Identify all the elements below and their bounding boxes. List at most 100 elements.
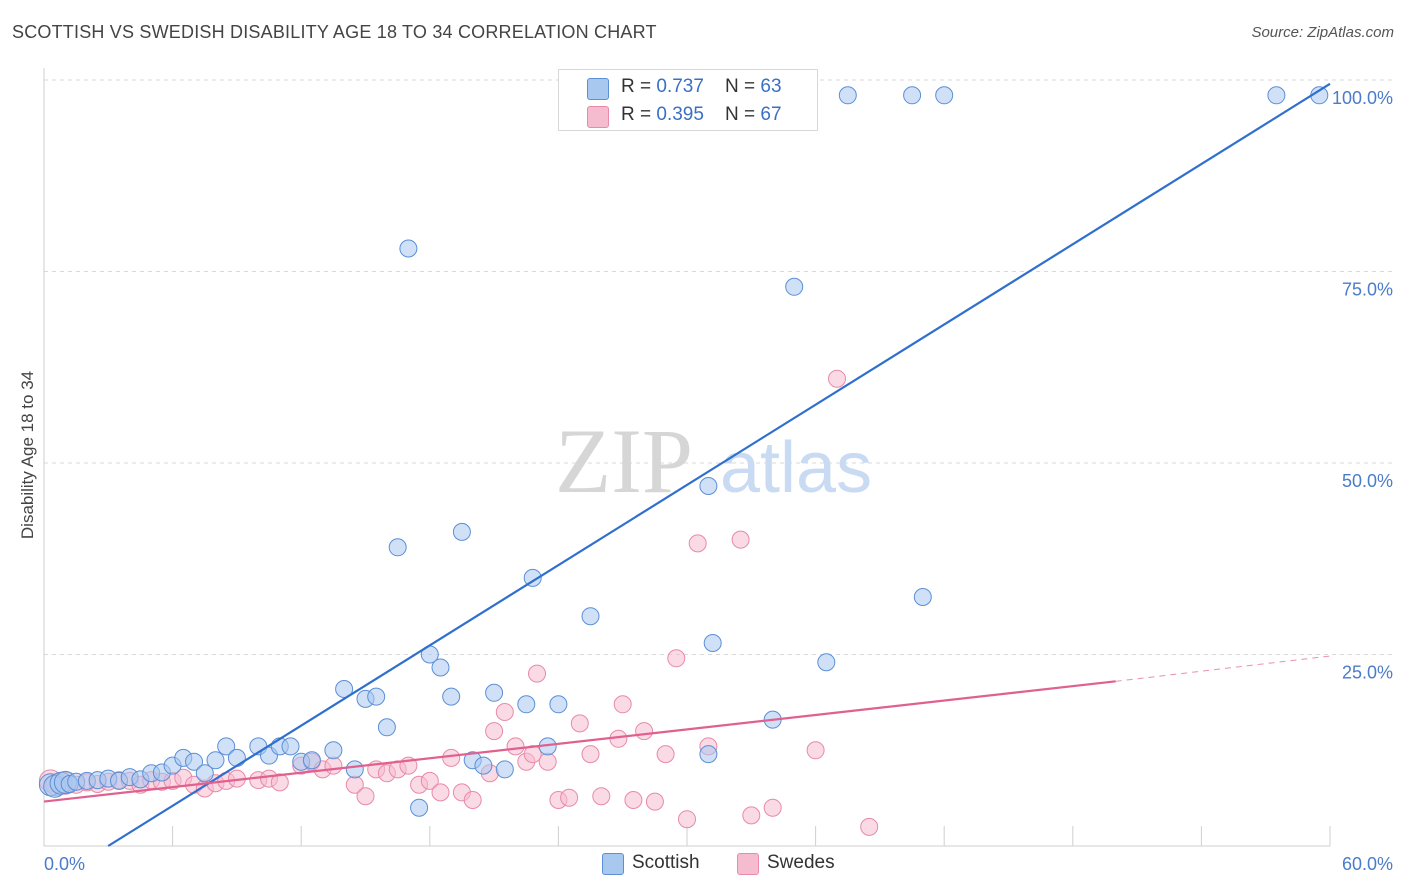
scottish-point xyxy=(388,538,407,557)
scottish-point xyxy=(581,607,600,626)
scottish-point xyxy=(227,748,246,767)
swedes-n-label: N = xyxy=(725,104,761,125)
y-tick-label: 75.0% xyxy=(1342,280,1393,300)
scottish-n-value: 63 xyxy=(760,76,782,97)
scottish-point xyxy=(699,745,718,764)
scottish-trend-line xyxy=(107,82,1331,847)
scottish-point xyxy=(495,760,514,779)
scottish-point xyxy=(485,683,504,702)
scottish-points xyxy=(38,86,1329,817)
scottish-point xyxy=(324,741,343,760)
scottish-point xyxy=(903,86,922,105)
scottish-r-value: 0.737 xyxy=(656,76,704,97)
swedes-point xyxy=(624,791,643,809)
bottom-scottish-label: Scottish xyxy=(632,852,700,873)
scottish-point xyxy=(913,588,932,606)
x-tick-label: 0.0% xyxy=(44,854,85,874)
swedes-swatch xyxy=(587,106,609,128)
swedes-stats: R = 0.395 N = 67 xyxy=(621,104,782,126)
swedes-point xyxy=(442,748,461,767)
legend-row-swedes: R = 0.395 N = 67 xyxy=(559,100,817,130)
axes xyxy=(43,68,1331,847)
swedes-r-value: 0.395 xyxy=(656,104,704,125)
swedes-point xyxy=(560,788,579,807)
swedes-point xyxy=(635,722,654,741)
scottish-point xyxy=(838,86,857,105)
chart-title: SCOTTISH VS SWEDISH DISABILITY AGE 18 TO… xyxy=(12,22,657,42)
scottish-point xyxy=(281,737,300,756)
swedes-point xyxy=(656,745,675,764)
swedes-n-value: 67 xyxy=(760,104,782,125)
swedes-point xyxy=(860,817,879,836)
scottish-point xyxy=(302,751,321,770)
scottish-point xyxy=(517,695,536,714)
scottish-point xyxy=(399,239,418,258)
swedes-points xyxy=(38,369,879,836)
swedes-point xyxy=(431,783,450,802)
scottish-point xyxy=(345,760,364,779)
swedes-point xyxy=(731,530,750,549)
scottish-point xyxy=(442,687,461,706)
bottom-swedes-swatch xyxy=(737,853,759,875)
scottish-point xyxy=(377,718,396,737)
scottish-swatch xyxy=(587,78,609,100)
swedes-point xyxy=(270,773,289,792)
swedes-point xyxy=(324,756,343,775)
swedes-trend-line xyxy=(43,680,1116,803)
swedes-point xyxy=(688,534,707,553)
scottish-point xyxy=(410,798,429,817)
stats-legend: R = 0.737 N = 63 R = 0.395 N = 67 xyxy=(558,69,818,131)
swedes-point xyxy=(570,714,589,733)
bottom-scottish-swatch xyxy=(602,853,624,875)
scottish-point xyxy=(1267,86,1286,105)
swedes-point xyxy=(742,806,761,825)
x-tick-label: 60.0% xyxy=(1342,854,1393,874)
swedes-point xyxy=(538,752,557,771)
scottish-stats: R = 0.737 N = 63 xyxy=(621,76,782,98)
source-label: Source: ZipAtlas.com xyxy=(1251,24,1394,41)
y-tick-label: 25.0% xyxy=(1342,663,1393,683)
swedes-point xyxy=(667,649,686,668)
swedes-point xyxy=(828,369,846,388)
scottish-point xyxy=(699,477,718,495)
swedes-point xyxy=(420,771,439,790)
swedes-point xyxy=(763,798,782,817)
scottish-point xyxy=(785,277,804,296)
scottish-point xyxy=(431,658,450,677)
scottish-point xyxy=(217,737,236,756)
swedes-trend-extension xyxy=(1115,655,1331,682)
scottish-point xyxy=(549,695,568,714)
grid-lines xyxy=(44,79,1392,655)
scottish-point xyxy=(195,764,214,783)
swedes-point xyxy=(613,695,632,714)
watermark-zip: ZIP xyxy=(555,410,693,512)
swedes-r-label: R = xyxy=(621,104,657,125)
y-tick-label: 50.0% xyxy=(1342,471,1393,491)
swedes-point xyxy=(581,745,600,764)
scottish-point xyxy=(474,756,493,775)
y-tick-label: 100.0% xyxy=(1332,88,1393,108)
swedes-point xyxy=(495,703,514,721)
swedes-point xyxy=(645,792,664,811)
scottish-point xyxy=(817,653,836,672)
swedes-point xyxy=(356,787,375,806)
swedes-point xyxy=(485,722,504,741)
scottish-n-label: N = xyxy=(725,76,761,97)
scottish-point xyxy=(185,752,203,771)
swedes-point xyxy=(806,741,825,760)
swedes-point xyxy=(463,791,482,809)
tick-labels: 100.0% 75.0% 50.0% 25.0% 0.0% 60.0% xyxy=(44,88,1393,874)
watermark: ZIP atlas xyxy=(555,410,872,512)
swedes-point xyxy=(523,745,542,764)
bottom-swedes-label: Swedes xyxy=(767,852,835,873)
legend-row-scottish: R = 0.737 N = 63 xyxy=(559,72,817,102)
trend-lines xyxy=(43,82,1331,847)
scottish-point xyxy=(335,680,354,698)
scottish-point xyxy=(206,751,225,770)
scottish-point xyxy=(935,86,954,105)
scottish-point xyxy=(703,634,722,652)
swedes-point xyxy=(592,787,611,806)
swedes-point xyxy=(506,737,525,756)
scottish-point xyxy=(523,568,542,587)
